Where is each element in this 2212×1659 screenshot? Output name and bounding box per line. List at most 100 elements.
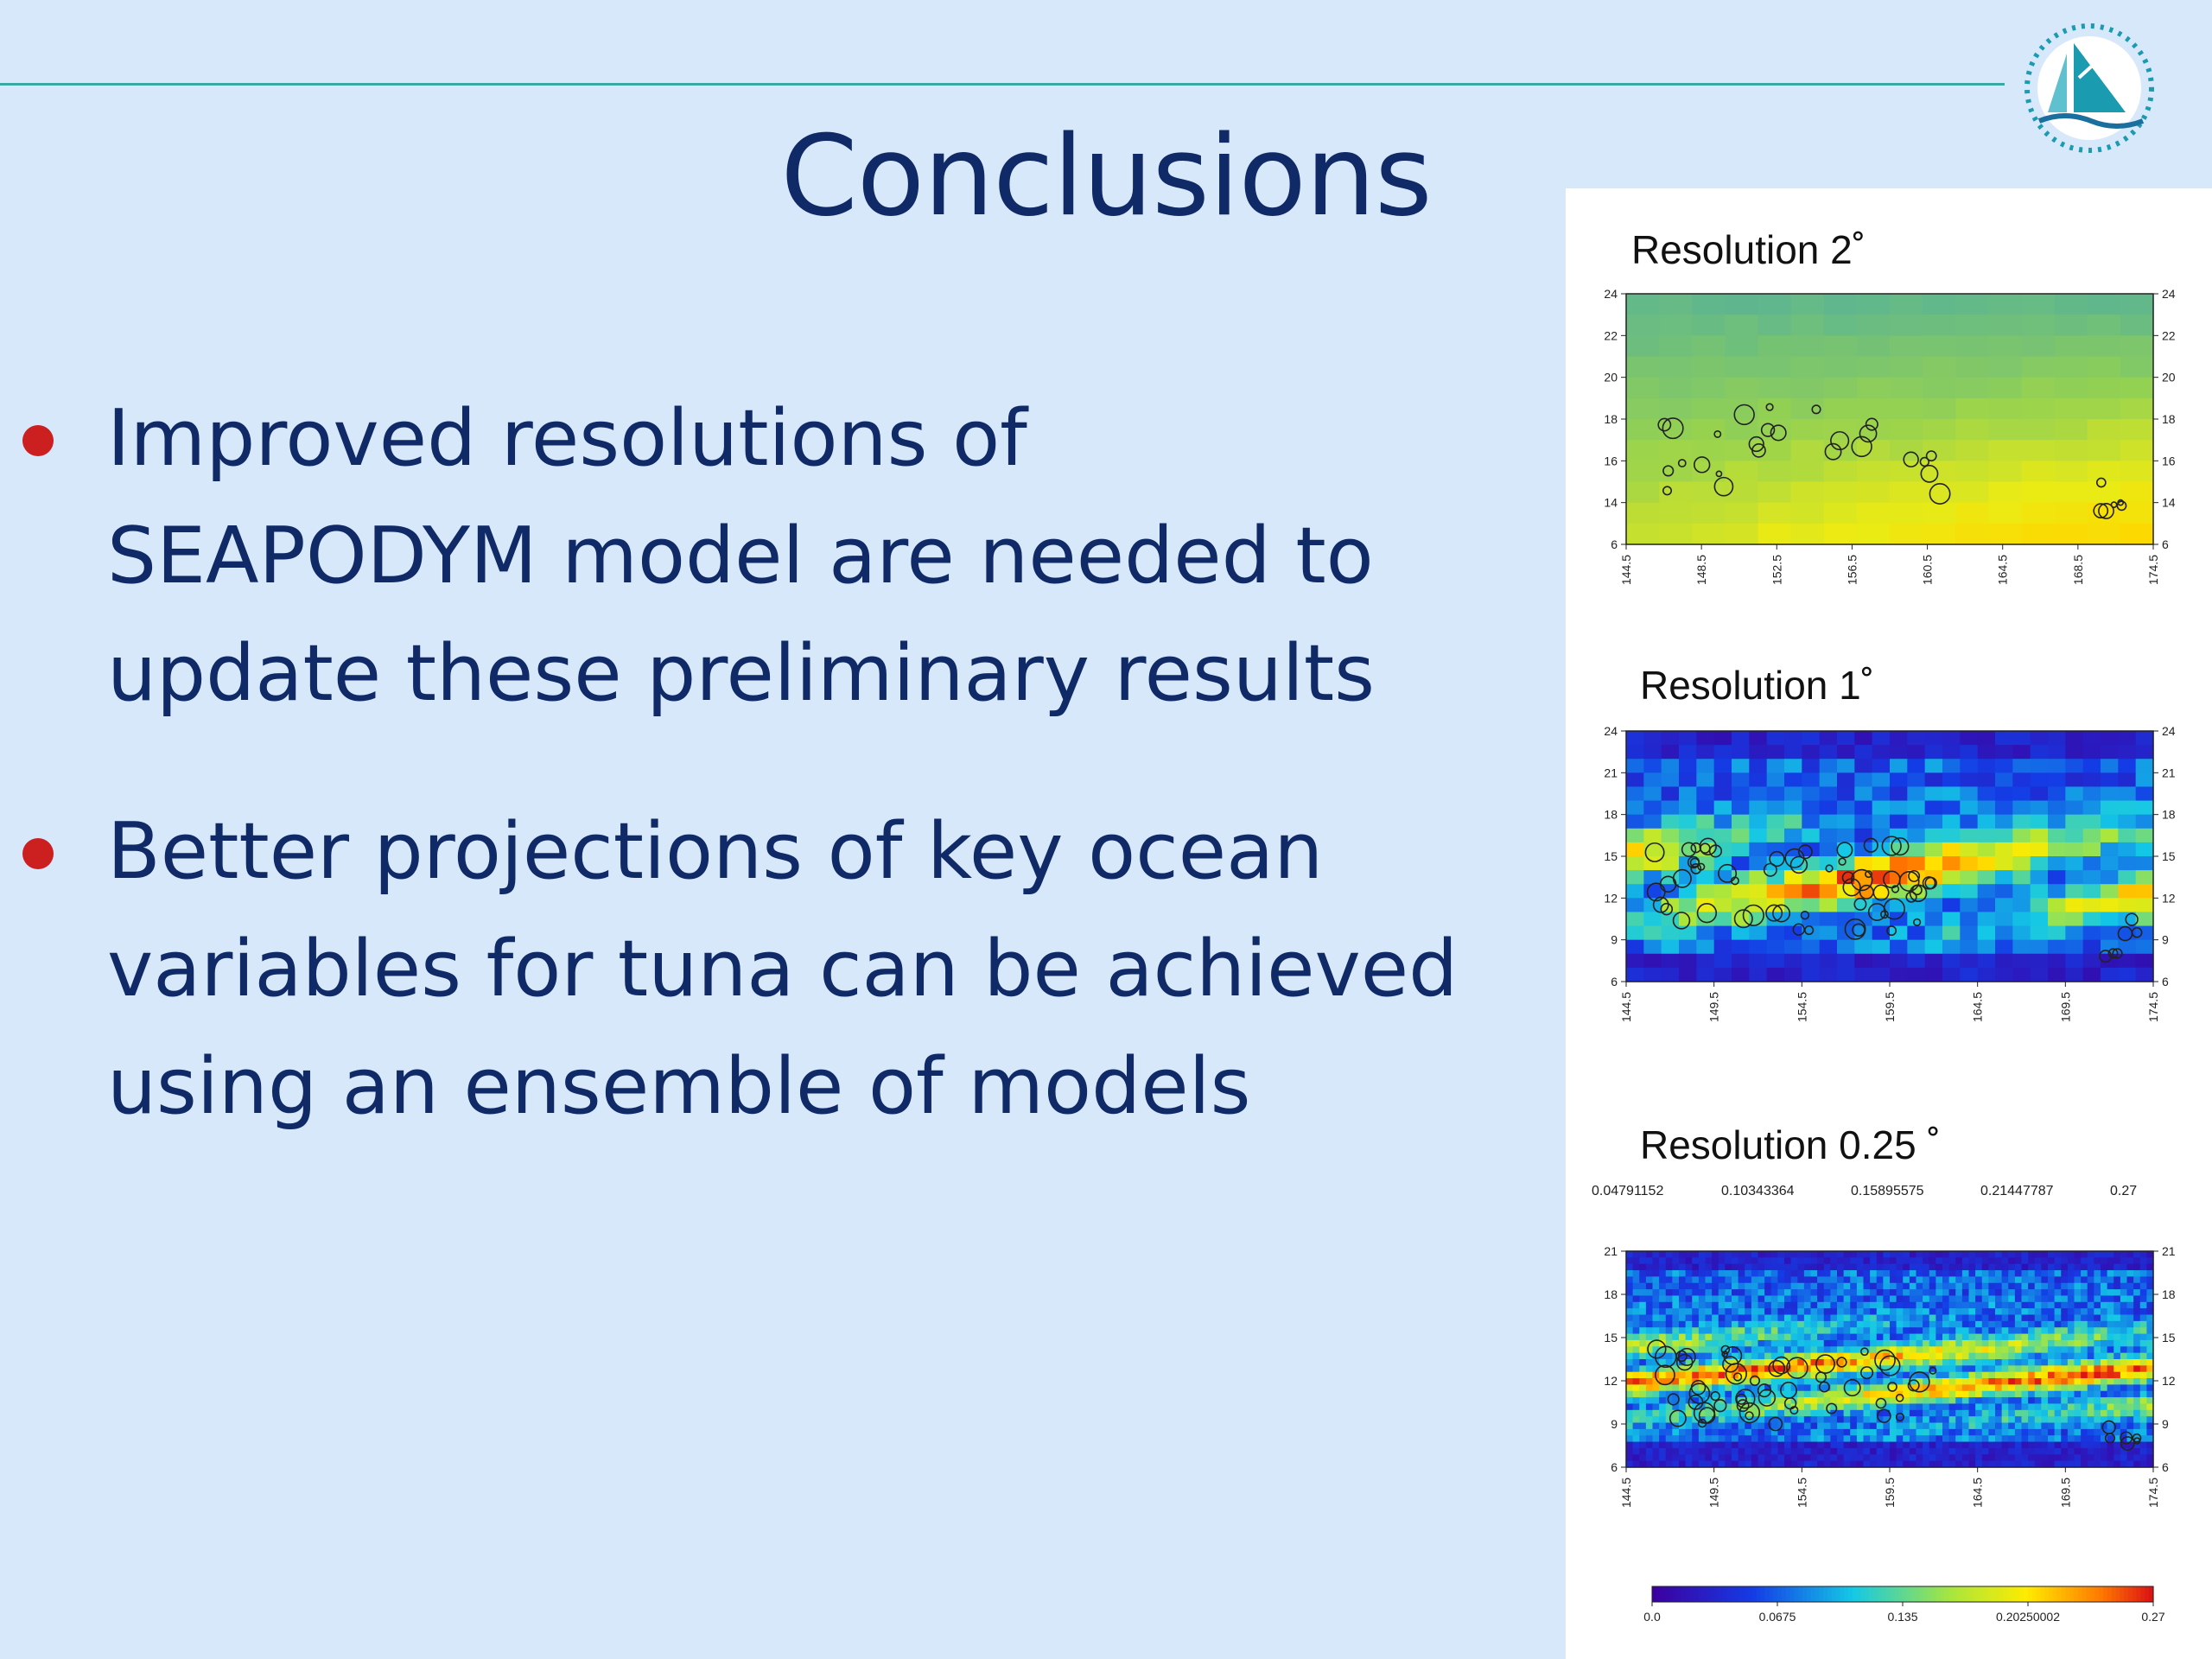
heatmap-cell [1790, 1276, 1798, 1284]
heatmap-cell [2087, 1282, 2094, 1290]
heatmap-cell [1665, 1276, 1673, 1284]
heatmap-cell [1712, 1282, 1719, 1290]
heatmap-cell [2001, 1333, 2009, 1341]
heatmap-cell [1929, 1371, 1936, 1379]
heatmap-cell [1837, 1378, 1845, 1386]
heatmap-cell [1745, 1257, 1752, 1265]
heatmap-cell [2012, 870, 2031, 885]
heatmap-cell [2061, 1289, 2069, 1297]
heatmap-cell [1661, 814, 1680, 830]
heatmap-cell [2041, 1384, 2049, 1392]
heatmap-cell [1685, 1327, 1693, 1335]
heatmap-cell [2146, 1435, 2154, 1443]
heatmap-cell [1923, 1333, 1930, 1341]
heatmap-cell [2034, 1327, 2042, 1335]
colorbar-swatch [2061, 1586, 2067, 1602]
heatmap-cell [1698, 1333, 1707, 1341]
heatmap-cell [1995, 967, 2013, 982]
heatmap-cell [1856, 1308, 1865, 1316]
heatmap-cell [2101, 772, 2119, 788]
heatmap-cell [2054, 1251, 2062, 1258]
heatmap-cell [1817, 1314, 1825, 1322]
heatmap-cell [1870, 1422, 1878, 1430]
heatmap-cell [1652, 1251, 1660, 1258]
heatmap-cell [1732, 1295, 1739, 1303]
heatmap-cell [2061, 1308, 2069, 1316]
heatmap-cell [1732, 1359, 1739, 1366]
heatmap-cell [1955, 1308, 1963, 1316]
heatmap-cell [1632, 1378, 1640, 1386]
heatmap-cell [1632, 1371, 1640, 1379]
heatmap-cell [1713, 953, 1732, 969]
colorbar-swatch [1885, 1586, 1891, 1602]
heatmap-cell [1942, 1257, 1950, 1265]
heatmap-cell [1890, 1416, 1897, 1424]
heatmap-cell [1823, 315, 1858, 336]
heatmap-cell [1784, 1320, 1792, 1328]
heatmap-cell [1854, 759, 1873, 773]
heatmap-cell [1732, 842, 1750, 857]
heatmap-cell [1758, 1447, 1765, 1455]
heatmap-cell [1659, 1435, 1667, 1443]
colorbar-swatch [1802, 1586, 1808, 1602]
heatmap-cell [1784, 1295, 1792, 1303]
heatmap-cell [2028, 1441, 2036, 1449]
heatmap-cell [1632, 1397, 1640, 1405]
heatmap-cell [1764, 1390, 1772, 1398]
heatmap-cell [2133, 1282, 2141, 1290]
heatmap-cell [1766, 786, 1785, 802]
heatmap-cell [2074, 1295, 2082, 1303]
heatmap-cell [2012, 967, 2031, 982]
heatmap-cell [1995, 1435, 2003, 1443]
heatmap-cell [1696, 828, 1715, 843]
heatmap-cell [1659, 1384, 1667, 1392]
heatmap-cell [1751, 1454, 1759, 1462]
heatmap-cell [1823, 419, 1858, 441]
heatmap-cell [1732, 1270, 1739, 1278]
heatmap-cell [1665, 1339, 1673, 1347]
heatmap-cell [1883, 1308, 1891, 1316]
heatmap-cell [2082, 731, 2101, 746]
colorbar-swatch [2011, 1586, 2017, 1602]
heatmap-cell [2074, 1435, 2082, 1443]
heatmap-cell [1777, 1301, 1785, 1309]
heatmap-cell [1916, 1346, 1923, 1354]
heatmap-cell [1903, 1257, 1910, 1265]
heatmap-cell [2065, 786, 2084, 802]
heatmap-cell [1790, 1270, 1798, 1278]
heatmap-cell [2054, 1346, 2062, 1354]
heatmap-cell [1942, 1346, 1950, 1354]
heatmap-cell [2126, 1346, 2134, 1354]
heatmap-cell [2101, 1339, 2108, 1347]
heatmap-cell [1751, 1270, 1759, 1278]
heatmap-cell [1909, 1257, 1917, 1265]
heatmap-cell [2074, 1384, 2082, 1392]
heatmap-cell [2065, 967, 2084, 982]
heatmap-cell [1725, 1422, 1732, 1430]
heatmap-cell [1659, 397, 1693, 420]
heatmap-cell [1988, 1384, 1996, 1392]
heatmap-cell [1843, 1308, 1851, 1316]
heatmap-cell [1936, 1409, 1943, 1417]
heatmap-cell [2021, 1359, 2029, 1366]
heatmap-cell [1995, 884, 2013, 899]
heatmap-cell [1784, 1378, 1792, 1386]
heatmap-cell [1923, 1339, 1930, 1347]
heatmap-cell [1955, 1403, 1963, 1411]
heatmap-cell [1850, 1460, 1858, 1468]
catch-marker [1865, 417, 1878, 431]
heatmap-cell [1903, 1289, 1910, 1297]
heatmap-cell [1823, 1295, 1831, 1303]
heatmap-cell [1698, 1409, 1707, 1417]
heatmap-cell [1863, 1270, 1871, 1278]
heatmap-cell [1909, 1276, 1917, 1284]
heatmap-cell [1643, 925, 1662, 941]
heatmap-cell [1790, 1359, 1798, 1366]
heatmap-cell [1936, 1454, 1943, 1462]
heatmap-cell [1955, 1460, 1963, 1468]
heatmap-cell [1876, 1397, 1884, 1405]
heatmap-cell [2054, 1308, 2062, 1316]
heatmap-cell [1837, 1251, 1845, 1258]
heatmap-cell [1770, 1441, 1778, 1449]
heatmap-cell [1659, 315, 1693, 336]
